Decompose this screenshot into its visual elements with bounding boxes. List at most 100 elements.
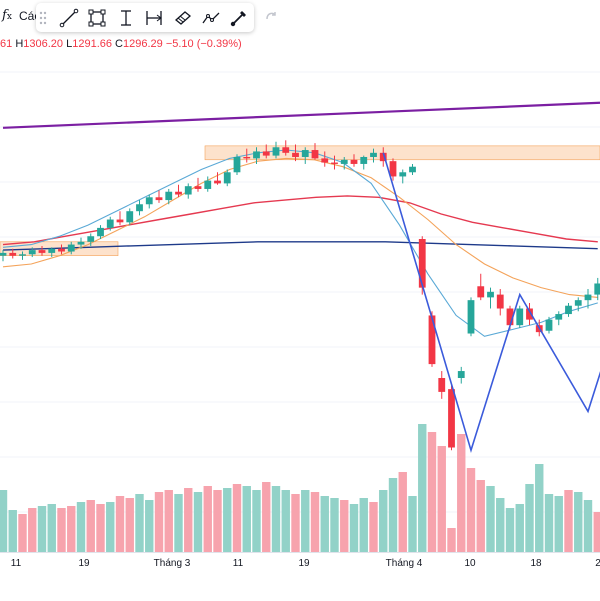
rectangle-tool[interactable] bbox=[84, 5, 110, 30]
volume-bar bbox=[437, 446, 446, 552]
time-axis-label: 11 bbox=[232, 558, 244, 569]
ma-200-line bbox=[2, 241, 598, 251]
candle-body bbox=[311, 150, 319, 159]
path-icon bbox=[202, 12, 220, 24]
volume-bar bbox=[564, 490, 573, 552]
volume-bar bbox=[515, 504, 524, 552]
resistance-trendline bbox=[2, 101, 600, 129]
volume-bar bbox=[0, 490, 8, 552]
volume-bar bbox=[330, 498, 339, 552]
candle-body bbox=[38, 250, 46, 253]
volume-bar bbox=[115, 496, 125, 552]
volume-bar bbox=[398, 472, 407, 552]
ma-short-line bbox=[2, 149, 598, 337]
candle-body bbox=[223, 172, 231, 184]
candle-body bbox=[487, 291, 494, 298]
volume-bar bbox=[203, 486, 212, 552]
volume-bar bbox=[340, 500, 349, 552]
candle-body bbox=[145, 197, 153, 205]
candle-body bbox=[409, 166, 416, 173]
trend-line-tool[interactable] bbox=[56, 5, 82, 30]
candle-body bbox=[301, 150, 309, 157]
volume-bar bbox=[262, 482, 271, 552]
volume-bar bbox=[535, 464, 544, 552]
text-tool[interactable] bbox=[113, 5, 139, 30]
text-cursor-icon bbox=[121, 10, 131, 26]
volume-bar bbox=[135, 494, 144, 552]
volume-bar bbox=[496, 498, 505, 552]
candle-body bbox=[594, 283, 600, 295]
path-tool[interactable] bbox=[198, 5, 224, 30]
candle-body bbox=[555, 314, 563, 320]
ohlc-readout: 61 H1306.20 L1291.66 C1296.29 −5.10 (−0.… bbox=[0, 38, 242, 50]
candle-body bbox=[0, 252, 7, 256]
volume-bar bbox=[8, 510, 17, 552]
close-key: C bbox=[115, 38, 123, 50]
volume-bar bbox=[164, 490, 173, 552]
candle-body bbox=[370, 152, 377, 157]
candle-body bbox=[477, 286, 485, 298]
candle-body bbox=[87, 236, 95, 242]
candle-body bbox=[253, 151, 260, 159]
volume-bar bbox=[369, 502, 378, 552]
time-axis[interactable]: 11 19 Tháng 3 11 19 Tháng 4 10 18 2 bbox=[0, 552, 600, 601]
candle-body bbox=[106, 219, 114, 228]
volume-bar bbox=[505, 508, 515, 552]
volume-bar bbox=[281, 490, 290, 552]
volume-bar bbox=[213, 490, 222, 552]
redo-icon[interactable] bbox=[263, 7, 279, 23]
volume-bar bbox=[574, 492, 583, 552]
eraser-icon bbox=[174, 11, 192, 25]
close-value: 1296.29 bbox=[123, 38, 163, 50]
candle-body bbox=[389, 161, 397, 177]
candle-body bbox=[331, 162, 338, 164]
candle-body bbox=[19, 254, 26, 256]
candle-body bbox=[292, 152, 299, 157]
candle-body bbox=[545, 319, 553, 331]
volume-bar bbox=[174, 494, 183, 552]
volume-bar bbox=[320, 496, 329, 552]
candle-body bbox=[584, 294, 592, 301]
volume-bar bbox=[418, 424, 427, 552]
volume-bar bbox=[76, 502, 86, 552]
candle-body bbox=[67, 244, 75, 252]
volume-bar bbox=[232, 484, 242, 552]
candle-body bbox=[399, 172, 407, 177]
volume-bar bbox=[486, 486, 495, 552]
volume-bar bbox=[554, 496, 563, 552]
candle-body bbox=[58, 248, 65, 252]
candle-body bbox=[116, 219, 124, 223]
price-chart[interactable] bbox=[0, 52, 600, 552]
candle-body bbox=[28, 250, 36, 255]
time-axis-label: 19 bbox=[298, 558, 310, 569]
candle-body bbox=[272, 147, 280, 156]
time-axis-label: 11 bbox=[10, 558, 22, 569]
candle-body bbox=[77, 241, 85, 245]
volume-bar bbox=[349, 504, 359, 552]
volume-bar bbox=[67, 506, 76, 552]
low-key: L bbox=[66, 38, 73, 50]
volume-bar bbox=[96, 504, 105, 552]
candle-body bbox=[340, 159, 348, 164]
volume-bar bbox=[37, 506, 47, 552]
time-axis-label: 10 bbox=[464, 558, 476, 569]
drag-handle-icon[interactable] bbox=[39, 11, 47, 25]
volume-bar bbox=[86, 500, 95, 552]
indicators-label[interactable]: Các bbox=[19, 9, 41, 23]
range-tool[interactable] bbox=[141, 5, 167, 30]
ma-mid-line bbox=[2, 157, 598, 298]
candle-body bbox=[457, 371, 465, 378]
brush-tool[interactable] bbox=[226, 5, 252, 30]
candle-body bbox=[360, 156, 368, 164]
candle-body bbox=[448, 389, 455, 448]
volume-bar bbox=[125, 498, 134, 552]
candle-body bbox=[194, 186, 202, 189]
candle-body bbox=[565, 305, 572, 315]
time-axis-label: Tháng 3 bbox=[153, 558, 191, 569]
candle-body bbox=[379, 152, 387, 162]
function-icon[interactable]: fx bbox=[2, 8, 12, 23]
volume-bar bbox=[18, 514, 27, 552]
volume-bar bbox=[291, 494, 300, 552]
volume-bar bbox=[427, 432, 437, 552]
eraser-tool[interactable] bbox=[170, 5, 196, 30]
